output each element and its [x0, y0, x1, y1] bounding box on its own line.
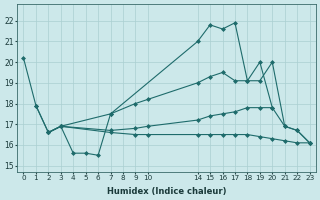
- X-axis label: Humidex (Indice chaleur): Humidex (Indice chaleur): [107, 187, 226, 196]
